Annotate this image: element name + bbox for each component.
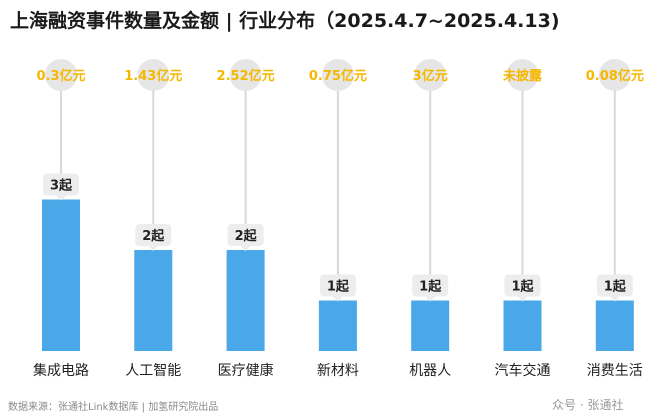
source-note: 数据来源：张通社Link数据库 | 加氢研究院出品 (8, 402, 219, 413)
category-label: 汽车交通 (495, 362, 551, 379)
value-badge-pointer (148, 246, 159, 251)
bar (411, 300, 450, 351)
value-badge-pointer (332, 296, 343, 302)
bar (595, 300, 634, 351)
value-badge-pointer (517, 296, 528, 302)
value-badge-group: 3起 2起 2起 1起 1起 1起 1起 (43, 173, 633, 302)
category-label: 新材料 (317, 363, 359, 379)
value-label: 3起 (50, 178, 73, 194)
bar (134, 250, 173, 351)
bar-group (42, 199, 634, 351)
amount-label: 未披露 (502, 68, 543, 84)
value-badge (412, 274, 449, 297)
category-label: 消费生活 (587, 363, 643, 379)
value-label: 1起 (419, 279, 442, 295)
amount-label: 0.75亿元 (309, 68, 367, 84)
amount-label: 0.3亿元 (36, 68, 85, 84)
amount-label: 3亿元 (413, 68, 448, 84)
value-badge (43, 173, 79, 196)
amount-label: 1.43亿元 (124, 68, 182, 84)
value-badge (319, 274, 356, 297)
value-badge-pointer (56, 195, 66, 201)
amount-bubble (137, 59, 170, 91)
value-label: 1起 (327, 279, 350, 295)
bar (42, 199, 80, 351)
bubble-group (45, 59, 631, 91)
value-badge (135, 224, 172, 246)
category-label: 人工智能 (125, 363, 181, 379)
bar (318, 300, 357, 351)
category-label: 机器人 (409, 363, 451, 379)
amount-bubble (414, 59, 447, 91)
value-label: 1起 (604, 279, 627, 295)
value-badge-pointer (609, 296, 620, 302)
value-label: 2起 (142, 228, 165, 244)
value-badge (227, 224, 264, 246)
amount-bubble (598, 59, 631, 91)
value-badge (596, 274, 633, 297)
amount-bubble (321, 59, 354, 91)
value-label: 1起 (511, 279, 534, 295)
amount-bubble (229, 59, 262, 91)
value-badge (504, 274, 541, 297)
category-label-group: 集成电路 人工智能 医疗健康 新材料 机器人 汽车交通 消费生活 (33, 362, 643, 379)
category-label: 集成电路 (33, 362, 89, 379)
amount-bubble (45, 59, 77, 91)
amount-label-group: 0.3亿元 1.43亿元 2.52亿元 0.75亿元 3亿元 未披露 0.08亿元 (36, 68, 643, 84)
amount-label: 2.52亿元 (217, 68, 275, 84)
category-label: 医疗健康 (218, 362, 274, 379)
value-label: 2起 (235, 228, 258, 244)
value-badge-pointer (425, 296, 436, 302)
bar (503, 300, 542, 351)
value-badge-pointer (240, 246, 251, 251)
stem-group (60, 75, 616, 275)
bar (226, 250, 265, 351)
chart-title: 上海融资事件数量及金额 | 行业分布（2025.4.7~2025.4.13) (10, 10, 560, 32)
amount-bubble (506, 59, 539, 91)
watermark: 众号 · 张通社 (552, 398, 624, 412)
amount-label: 0.08亿元 (586, 68, 644, 84)
